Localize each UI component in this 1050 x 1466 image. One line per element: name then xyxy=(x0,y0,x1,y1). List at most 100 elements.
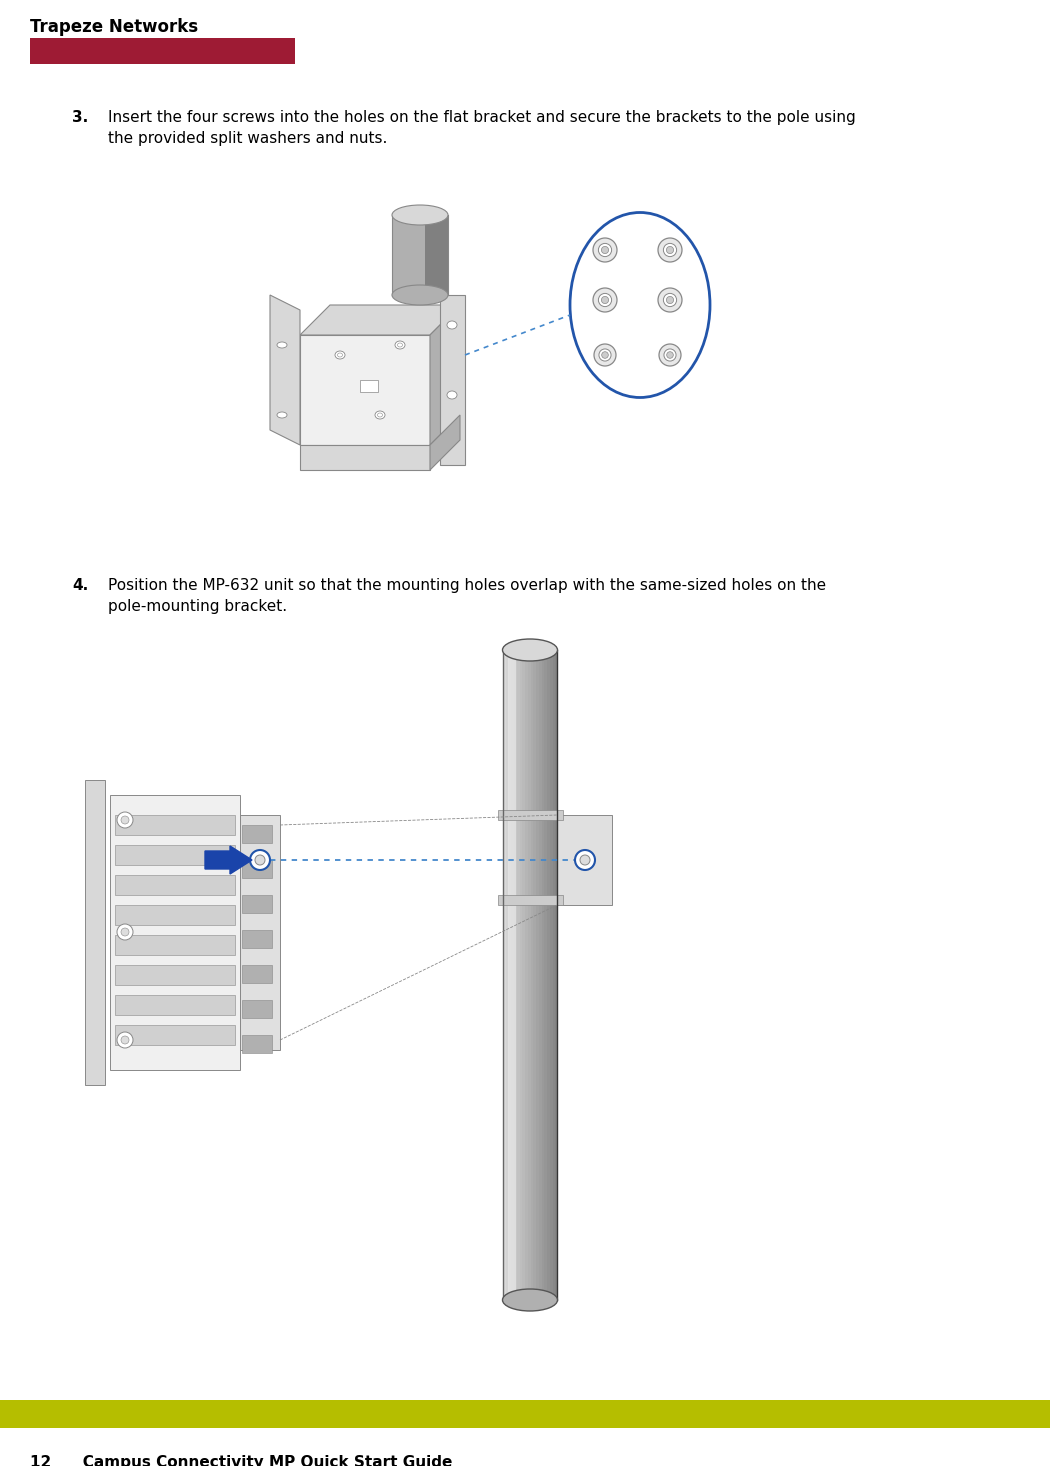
Ellipse shape xyxy=(117,812,133,828)
Ellipse shape xyxy=(593,287,617,312)
Ellipse shape xyxy=(392,284,448,305)
Bar xyxy=(508,649,516,1300)
Polygon shape xyxy=(270,295,300,446)
Bar xyxy=(511,649,514,1300)
Bar xyxy=(544,649,547,1300)
Bar xyxy=(85,780,105,1085)
Bar xyxy=(242,1000,272,1017)
Bar xyxy=(30,38,295,65)
Ellipse shape xyxy=(570,213,710,397)
Ellipse shape xyxy=(602,352,608,358)
Bar xyxy=(116,935,235,954)
Ellipse shape xyxy=(447,391,457,399)
Bar xyxy=(506,649,508,1300)
Bar xyxy=(498,896,563,905)
Ellipse shape xyxy=(395,342,405,349)
Ellipse shape xyxy=(117,1032,133,1048)
Polygon shape xyxy=(300,446,430,471)
Bar xyxy=(116,905,235,925)
Bar xyxy=(533,649,536,1300)
Bar xyxy=(539,649,542,1300)
Bar xyxy=(425,216,448,295)
Ellipse shape xyxy=(667,296,674,303)
Ellipse shape xyxy=(667,246,674,254)
Bar xyxy=(240,815,280,1050)
Polygon shape xyxy=(300,336,430,446)
Ellipse shape xyxy=(602,246,609,254)
Text: Insert the four screws into the holes on the flat bracket and secure the bracket: Insert the four screws into the holes on… xyxy=(108,110,856,147)
Bar xyxy=(116,1025,235,1045)
FancyBboxPatch shape xyxy=(392,216,448,295)
Text: 4.: 4. xyxy=(72,578,88,594)
Ellipse shape xyxy=(598,293,611,306)
Ellipse shape xyxy=(598,243,611,257)
Bar xyxy=(536,649,539,1300)
Ellipse shape xyxy=(658,287,682,312)
Polygon shape xyxy=(300,305,460,336)
Bar xyxy=(525,649,528,1300)
Bar xyxy=(552,649,555,1300)
Ellipse shape xyxy=(121,1036,129,1044)
Ellipse shape xyxy=(277,342,287,347)
Ellipse shape xyxy=(664,349,676,361)
Bar xyxy=(242,861,272,878)
Polygon shape xyxy=(556,815,612,905)
Ellipse shape xyxy=(117,924,133,940)
Bar xyxy=(116,965,235,985)
Bar xyxy=(530,649,533,1300)
Bar xyxy=(528,649,530,1300)
Bar xyxy=(242,965,272,984)
Text: 3.: 3. xyxy=(72,110,88,125)
Bar xyxy=(522,649,525,1300)
Ellipse shape xyxy=(602,296,609,303)
Ellipse shape xyxy=(121,817,129,824)
Bar xyxy=(242,825,272,843)
Bar xyxy=(116,815,235,836)
Ellipse shape xyxy=(503,639,558,661)
Bar xyxy=(116,875,235,896)
Ellipse shape xyxy=(503,1289,558,1311)
Ellipse shape xyxy=(658,237,682,262)
Ellipse shape xyxy=(659,345,681,366)
Ellipse shape xyxy=(667,352,673,358)
Ellipse shape xyxy=(250,850,270,869)
Bar xyxy=(520,649,522,1300)
Ellipse shape xyxy=(335,350,345,359)
Ellipse shape xyxy=(598,349,611,361)
Bar xyxy=(517,649,520,1300)
Bar xyxy=(555,649,558,1300)
Ellipse shape xyxy=(255,855,265,865)
Bar xyxy=(360,380,378,391)
Bar xyxy=(542,649,544,1300)
Ellipse shape xyxy=(447,321,457,328)
Text: 12      Campus Connectivity MP Quick Start Guide: 12 Campus Connectivity MP Quick Start Gu… xyxy=(30,1454,453,1466)
Polygon shape xyxy=(430,305,460,446)
Ellipse shape xyxy=(593,237,617,262)
Ellipse shape xyxy=(594,345,616,366)
Bar xyxy=(508,649,511,1300)
Bar xyxy=(498,811,563,819)
Bar xyxy=(116,844,235,865)
Bar xyxy=(242,896,272,913)
Ellipse shape xyxy=(375,410,385,419)
Bar xyxy=(242,929,272,949)
Bar xyxy=(503,649,506,1300)
Bar xyxy=(514,649,517,1300)
Ellipse shape xyxy=(575,850,595,869)
Bar xyxy=(550,649,552,1300)
Text: Position the MP-632 unit so that the mounting holes overlap with the same-sized : Position the MP-632 unit so that the mou… xyxy=(108,578,826,614)
Ellipse shape xyxy=(580,855,590,865)
Polygon shape xyxy=(430,415,460,471)
Ellipse shape xyxy=(121,928,129,935)
Ellipse shape xyxy=(392,205,448,224)
Bar xyxy=(116,995,235,1014)
Bar xyxy=(0,1400,1050,1428)
Bar xyxy=(242,1035,272,1053)
Ellipse shape xyxy=(277,412,287,418)
Text: Trapeze Networks: Trapeze Networks xyxy=(30,18,198,37)
Bar xyxy=(110,795,240,1070)
Ellipse shape xyxy=(664,243,676,257)
FancyArrow shape xyxy=(205,846,252,874)
Polygon shape xyxy=(440,295,465,465)
Ellipse shape xyxy=(664,293,676,306)
